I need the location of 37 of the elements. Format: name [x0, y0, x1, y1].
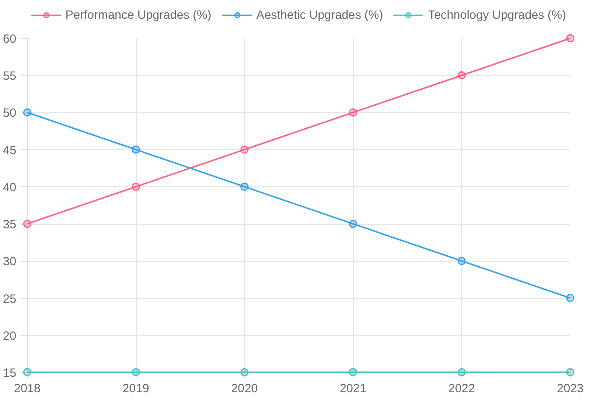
x-tick-label: 2020	[231, 382, 258, 396]
y-tick-label: 20	[3, 328, 17, 343]
point	[23, 108, 32, 117]
x-tick-label: 2023	[557, 382, 584, 396]
x-tick-label: 2018	[14, 382, 42, 396]
x-tick-label: 2022	[448, 382, 476, 396]
x-tick-label: 2019	[122, 382, 150, 396]
point	[240, 182, 249, 192]
y-tick-label: 40	[3, 180, 17, 194]
point	[132, 146, 140, 154]
y-tick-label: 35	[3, 218, 17, 232]
legend-label: Technology Upgrades (%)	[428, 8, 566, 22]
y-tick-label: 15	[3, 366, 17, 380]
y-tick-label: 45	[3, 143, 17, 158]
point	[132, 182, 140, 192]
y-tick-label: 30	[3, 254, 17, 269]
point	[349, 108, 358, 117]
point	[566, 294, 575, 302]
point	[240, 146, 249, 154]
point	[566, 34, 575, 43]
y-tick-label: 50	[3, 106, 17, 120]
x-tick-label: 2021	[340, 382, 367, 396]
point	[458, 257, 466, 266]
y-tick-label: 25	[3, 292, 17, 306]
point	[240, 368, 249, 377]
legend-label: Aesthetic Upgrades (%)	[256, 8, 384, 22]
y-tick-label: 60	[3, 32, 17, 46]
point	[458, 368, 466, 377]
point	[23, 220, 32, 228]
point	[349, 368, 358, 377]
point	[132, 368, 140, 377]
y-tick-label: 55	[3, 69, 17, 84]
point	[23, 368, 32, 377]
point	[458, 72, 466, 80]
point	[566, 368, 575, 377]
legend-label: Performance Upgrades (%)	[66, 8, 212, 22]
point	[349, 220, 358, 228]
